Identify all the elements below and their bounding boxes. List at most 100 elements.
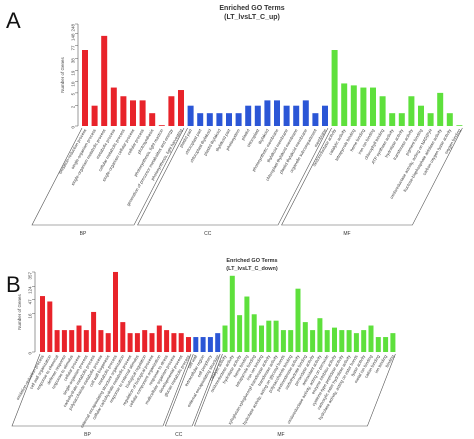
group-label-bp: BP bbox=[84, 432, 91, 438]
bar-cc-6 bbox=[245, 105, 252, 126]
y-tick-label: 248 bbox=[71, 24, 76, 32]
bar-mf-0 bbox=[222, 325, 228, 352]
bar-mf-8 bbox=[408, 96, 415, 126]
panel-a-subtitle: (LT_lvsLT_C_up) bbox=[224, 14, 280, 21]
bar-mf-9 bbox=[418, 105, 424, 126]
bar-bp-1 bbox=[91, 105, 98, 126]
bar-mf-1 bbox=[341, 83, 348, 126]
bar-cc-1 bbox=[197, 113, 204, 126]
group-bracket-cc bbox=[164, 353, 221, 427]
group-label-bp: BP bbox=[80, 231, 87, 237]
y-tick-label: 0 bbox=[28, 352, 33, 355]
y-tick-label: 38 bbox=[71, 58, 76, 64]
panel-b-title: Enriched GO Terms bbox=[226, 258, 277, 264]
group-label-mf: MF bbox=[343, 231, 350, 237]
bar-cc-7 bbox=[254, 105, 261, 126]
bar-mf-7 bbox=[398, 113, 405, 126]
bar-mf-19 bbox=[361, 330, 367, 352]
y-tick-label: 10 bbox=[71, 81, 76, 87]
bar-cc-2 bbox=[206, 113, 213, 126]
bar-bp-4 bbox=[69, 330, 75, 352]
bar-cc-3 bbox=[215, 333, 221, 352]
category-label: cell wall bbox=[186, 354, 198, 369]
y-tick-label: 124 bbox=[28, 286, 33, 294]
y-tick-label: 357 bbox=[28, 272, 33, 280]
bar-bp-8 bbox=[158, 125, 165, 126]
bar-mf-23 bbox=[390, 333, 396, 352]
bar-cc-4 bbox=[226, 113, 232, 126]
y-tick-label: 0 bbox=[71, 126, 76, 129]
bar-cc-0 bbox=[193, 337, 199, 352]
bar-bp-0 bbox=[40, 296, 45, 352]
bar-cc-14 bbox=[322, 105, 328, 126]
y-tick-label: 5 bbox=[71, 92, 76, 95]
y-axis-label: Number of Genes bbox=[17, 293, 22, 329]
bar-mf-12 bbox=[446, 113, 453, 126]
bar-bp-7 bbox=[91, 311, 97, 352]
bar-bp-10 bbox=[178, 90, 184, 126]
bar-mf-4 bbox=[251, 314, 257, 352]
bar-bp-4 bbox=[120, 96, 127, 126]
bar-mf-1 bbox=[229, 275, 235, 352]
bar-mf-2 bbox=[350, 85, 357, 126]
bar-cc-10 bbox=[283, 105, 290, 126]
bar-mf-11 bbox=[302, 322, 308, 352]
bar-bp-18 bbox=[171, 333, 177, 352]
category-label: oxidation-reduction process bbox=[15, 354, 45, 401]
bar-mf-13 bbox=[456, 125, 463, 126]
bar-mf-5 bbox=[379, 96, 386, 126]
bar-mf-16 bbox=[339, 330, 345, 352]
bar-mf-6 bbox=[389, 113, 396, 126]
bar-cc-1 bbox=[200, 337, 206, 352]
bar-bp-9 bbox=[105, 333, 111, 352]
y-tick-label: 2 bbox=[71, 105, 76, 108]
bar-mf-21 bbox=[375, 337, 381, 352]
bar-mf-14 bbox=[324, 330, 330, 352]
bar-cc-2 bbox=[207, 337, 213, 352]
bar-mf-2 bbox=[237, 315, 243, 352]
bar-bp-10 bbox=[113, 271, 118, 352]
y-tick-label: 77 bbox=[71, 45, 76, 51]
group-bracket-bp bbox=[11, 353, 192, 427]
group-label-cc: CC bbox=[204, 231, 212, 237]
bar-bp-6 bbox=[139, 100, 146, 126]
bar-mf-15 bbox=[332, 327, 337, 352]
bar-mf-22 bbox=[383, 337, 389, 352]
bar-bp-2 bbox=[101, 35, 108, 126]
bar-mf-5 bbox=[259, 325, 264, 352]
bar-mf-3 bbox=[360, 87, 367, 126]
category-label: binding bbox=[384, 353, 395, 368]
group-label-cc: CC bbox=[175, 432, 183, 438]
bar-bp-15 bbox=[149, 333, 155, 352]
bar-mf-10 bbox=[295, 288, 301, 352]
bar-mf-8 bbox=[280, 330, 286, 352]
bar-mf-20 bbox=[368, 325, 374, 352]
bar-bp-14 bbox=[142, 330, 148, 352]
bar-bp-3 bbox=[110, 87, 117, 126]
bar-bp-5 bbox=[76, 325, 82, 352]
bar-bp-3 bbox=[61, 330, 67, 352]
bar-bp-0 bbox=[82, 50, 88, 127]
bar-mf-18 bbox=[353, 333, 359, 352]
bar-bp-2 bbox=[54, 330, 60, 352]
bar-bp-12 bbox=[127, 333, 133, 352]
bar-mf-17 bbox=[346, 330, 352, 352]
bar-mf-6 bbox=[266, 320, 272, 352]
bar-bp-1 bbox=[47, 301, 53, 352]
bar-mf-4 bbox=[370, 87, 376, 126]
y-tick-label: 16 bbox=[28, 313, 33, 319]
bar-bp-20 bbox=[186, 337, 191, 352]
y-tick-label: 47 bbox=[28, 299, 33, 305]
bar-cc-12 bbox=[302, 100, 309, 126]
panel-a-label: A bbox=[6, 8, 21, 33]
bar-cc-3 bbox=[216, 113, 223, 126]
bar-bp-5 bbox=[130, 100, 136, 126]
bar-cc-8 bbox=[264, 100, 271, 126]
panel-b-label: B bbox=[6, 272, 21, 297]
bar-mf-12 bbox=[310, 330, 316, 352]
bar-mf-9 bbox=[288, 330, 294, 352]
bar-mf-0 bbox=[331, 50, 338, 127]
panel-b-subtitle: (LT_lvsLT_C_down) bbox=[226, 266, 278, 272]
